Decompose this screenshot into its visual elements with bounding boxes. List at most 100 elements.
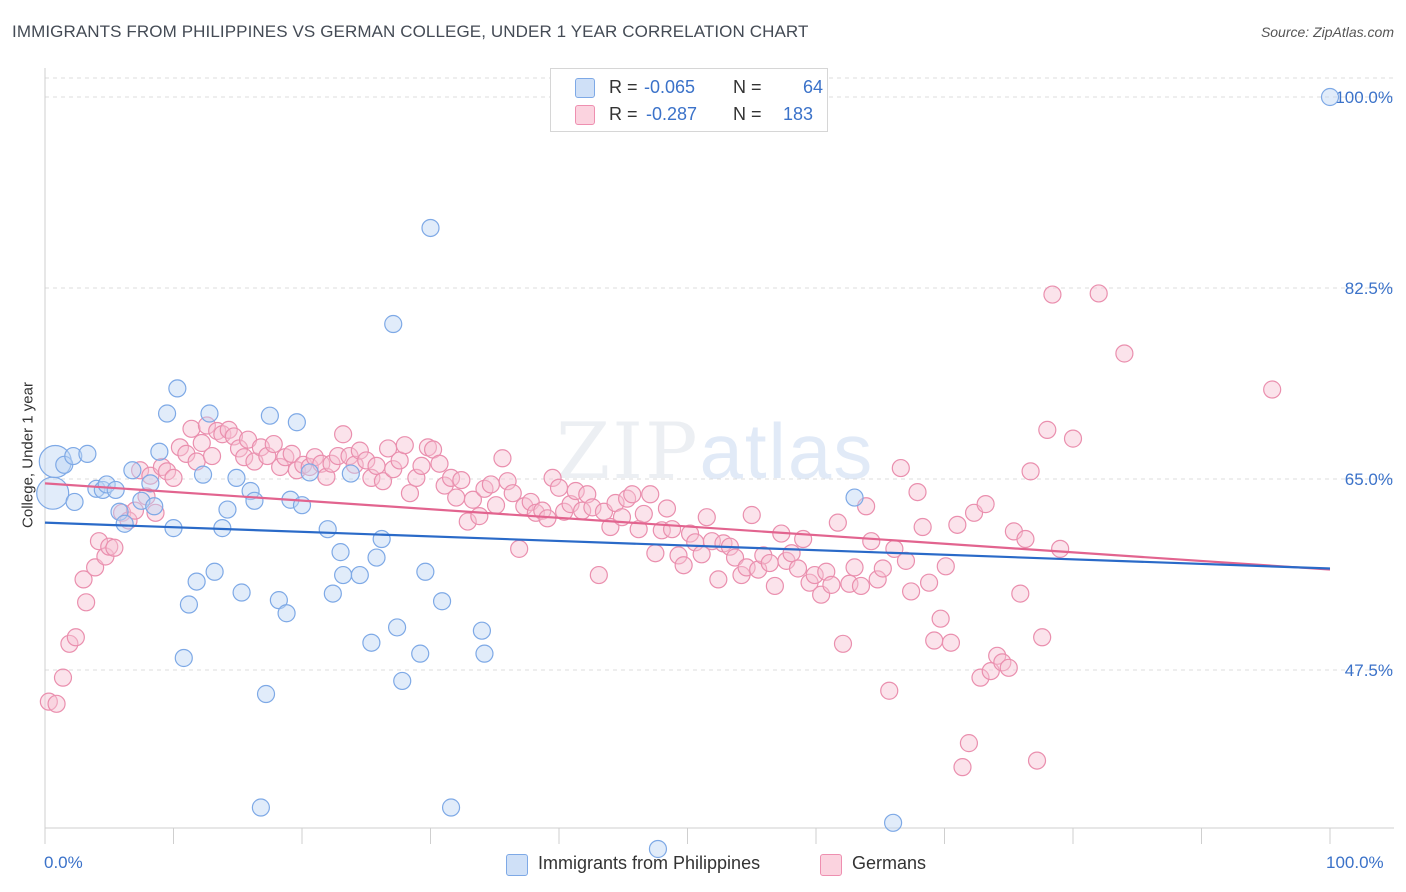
source-label: Source: ZipAtlas.com (1260, 24, 1394, 40)
correlation-legend: R = -0.065 N = 64 R = -0.287 N = 183 (550, 68, 828, 132)
philippines-point (416, 562, 435, 581)
philippines-point (123, 461, 142, 480)
legend-n-value: 64 (803, 77, 824, 97)
legend-swatch-germans (575, 105, 595, 125)
philippines-point (421, 218, 440, 238)
germans-point (709, 570, 728, 589)
germans-point (896, 551, 916, 570)
germans-point (862, 532, 881, 551)
germans-point (264, 434, 283, 454)
germans-point (641, 485, 660, 504)
philippines-point (245, 491, 264, 510)
philippines-point (174, 648, 193, 668)
germans-point (589, 565, 608, 585)
philippines-point (168, 379, 187, 398)
germans-point (1011, 584, 1030, 603)
germans-point (646, 544, 665, 563)
germans-point (782, 544, 801, 563)
x-min-label: 0.0% (44, 853, 83, 872)
germans-point (192, 433, 211, 453)
philippines-point (145, 497, 164, 516)
germans-point (868, 570, 887, 589)
germans-point (412, 456, 431, 476)
germans-point (543, 468, 562, 488)
germans-point (662, 520, 682, 539)
germans-trend-line (44, 482, 1331, 571)
germans-point (601, 517, 620, 537)
y-tick-label: 82.5% (1345, 279, 1393, 298)
germans-point (680, 524, 700, 543)
germans-point (737, 558, 756, 577)
philippines-point (232, 583, 251, 602)
germans-point (481, 475, 500, 494)
germans-point (754, 546, 773, 565)
philippines-point (78, 444, 97, 463)
bottom-legend-label-philippines: Immigrants from Philippines (538, 853, 761, 873)
germans-point (60, 634, 79, 653)
germans-point (901, 582, 921, 601)
germans-point (851, 576, 871, 596)
philippines-point (187, 572, 206, 591)
chart-title: IMMIGRANTS FROM PHILIPPINES VS GERMAN CO… (12, 22, 809, 41)
philippines-point (350, 565, 369, 585)
germans-point (953, 758, 972, 777)
germans-point (845, 558, 864, 577)
germans-point (749, 560, 768, 579)
philippines-point (110, 502, 129, 521)
germans-point (1033, 628, 1052, 647)
philippines-point (141, 474, 160, 493)
germans-point (971, 668, 990, 687)
legend-r-value: -0.287 (646, 104, 698, 124)
legend-n-label: N = (733, 104, 762, 124)
germans-point (498, 472, 517, 491)
germans-point (435, 476, 454, 495)
germans-point (463, 490, 483, 509)
philippines-points (36, 87, 1340, 859)
germans-point (407, 468, 426, 488)
philippines-point (648, 839, 668, 859)
germans-point (322, 454, 341, 473)
germans-point (657, 499, 677, 518)
philippines-point (241, 481, 260, 501)
watermark-zip: ZIP (556, 407, 700, 497)
germans-point (300, 457, 319, 477)
germans-point (503, 484, 522, 503)
germans-point (202, 446, 222, 466)
germans-point (805, 565, 824, 585)
germans-point (164, 468, 183, 488)
germans-point (1089, 284, 1108, 303)
germans-point (77, 593, 96, 612)
philippines-point (475, 644, 494, 663)
germans-point (367, 456, 386, 476)
germans-point (1051, 539, 1070, 558)
germans-point (486, 496, 506, 515)
germans-point (822, 575, 841, 594)
germans-point (742, 505, 761, 525)
philippines-point (300, 463, 319, 482)
legend-n-label: N = (733, 77, 762, 97)
germans-point (66, 628, 85, 647)
germans-point (1027, 751, 1047, 770)
philippines-point (87, 479, 106, 498)
germans-point (725, 548, 745, 567)
germans-point (89, 532, 109, 551)
philippines-point (227, 468, 246, 488)
germans-point (549, 478, 569, 497)
germans-point (493, 449, 512, 468)
philippines-point (372, 529, 391, 549)
germans-point (430, 454, 449, 473)
philippines-point (432, 592, 452, 611)
germans-point (828, 513, 847, 532)
germans-points (39, 284, 1282, 777)
germans-point (390, 451, 409, 470)
germans-point (765, 576, 784, 596)
y-tick-label: 65.0% (1345, 470, 1393, 489)
philippines-point (193, 465, 213, 484)
germans-point (130, 461, 150, 480)
germans-point (74, 570, 93, 589)
germans-point (235, 448, 254, 467)
bottom-legend-swatch-germans (820, 854, 842, 876)
watermark-atlas: atlas (699, 407, 875, 495)
germans-point (931, 609, 950, 628)
